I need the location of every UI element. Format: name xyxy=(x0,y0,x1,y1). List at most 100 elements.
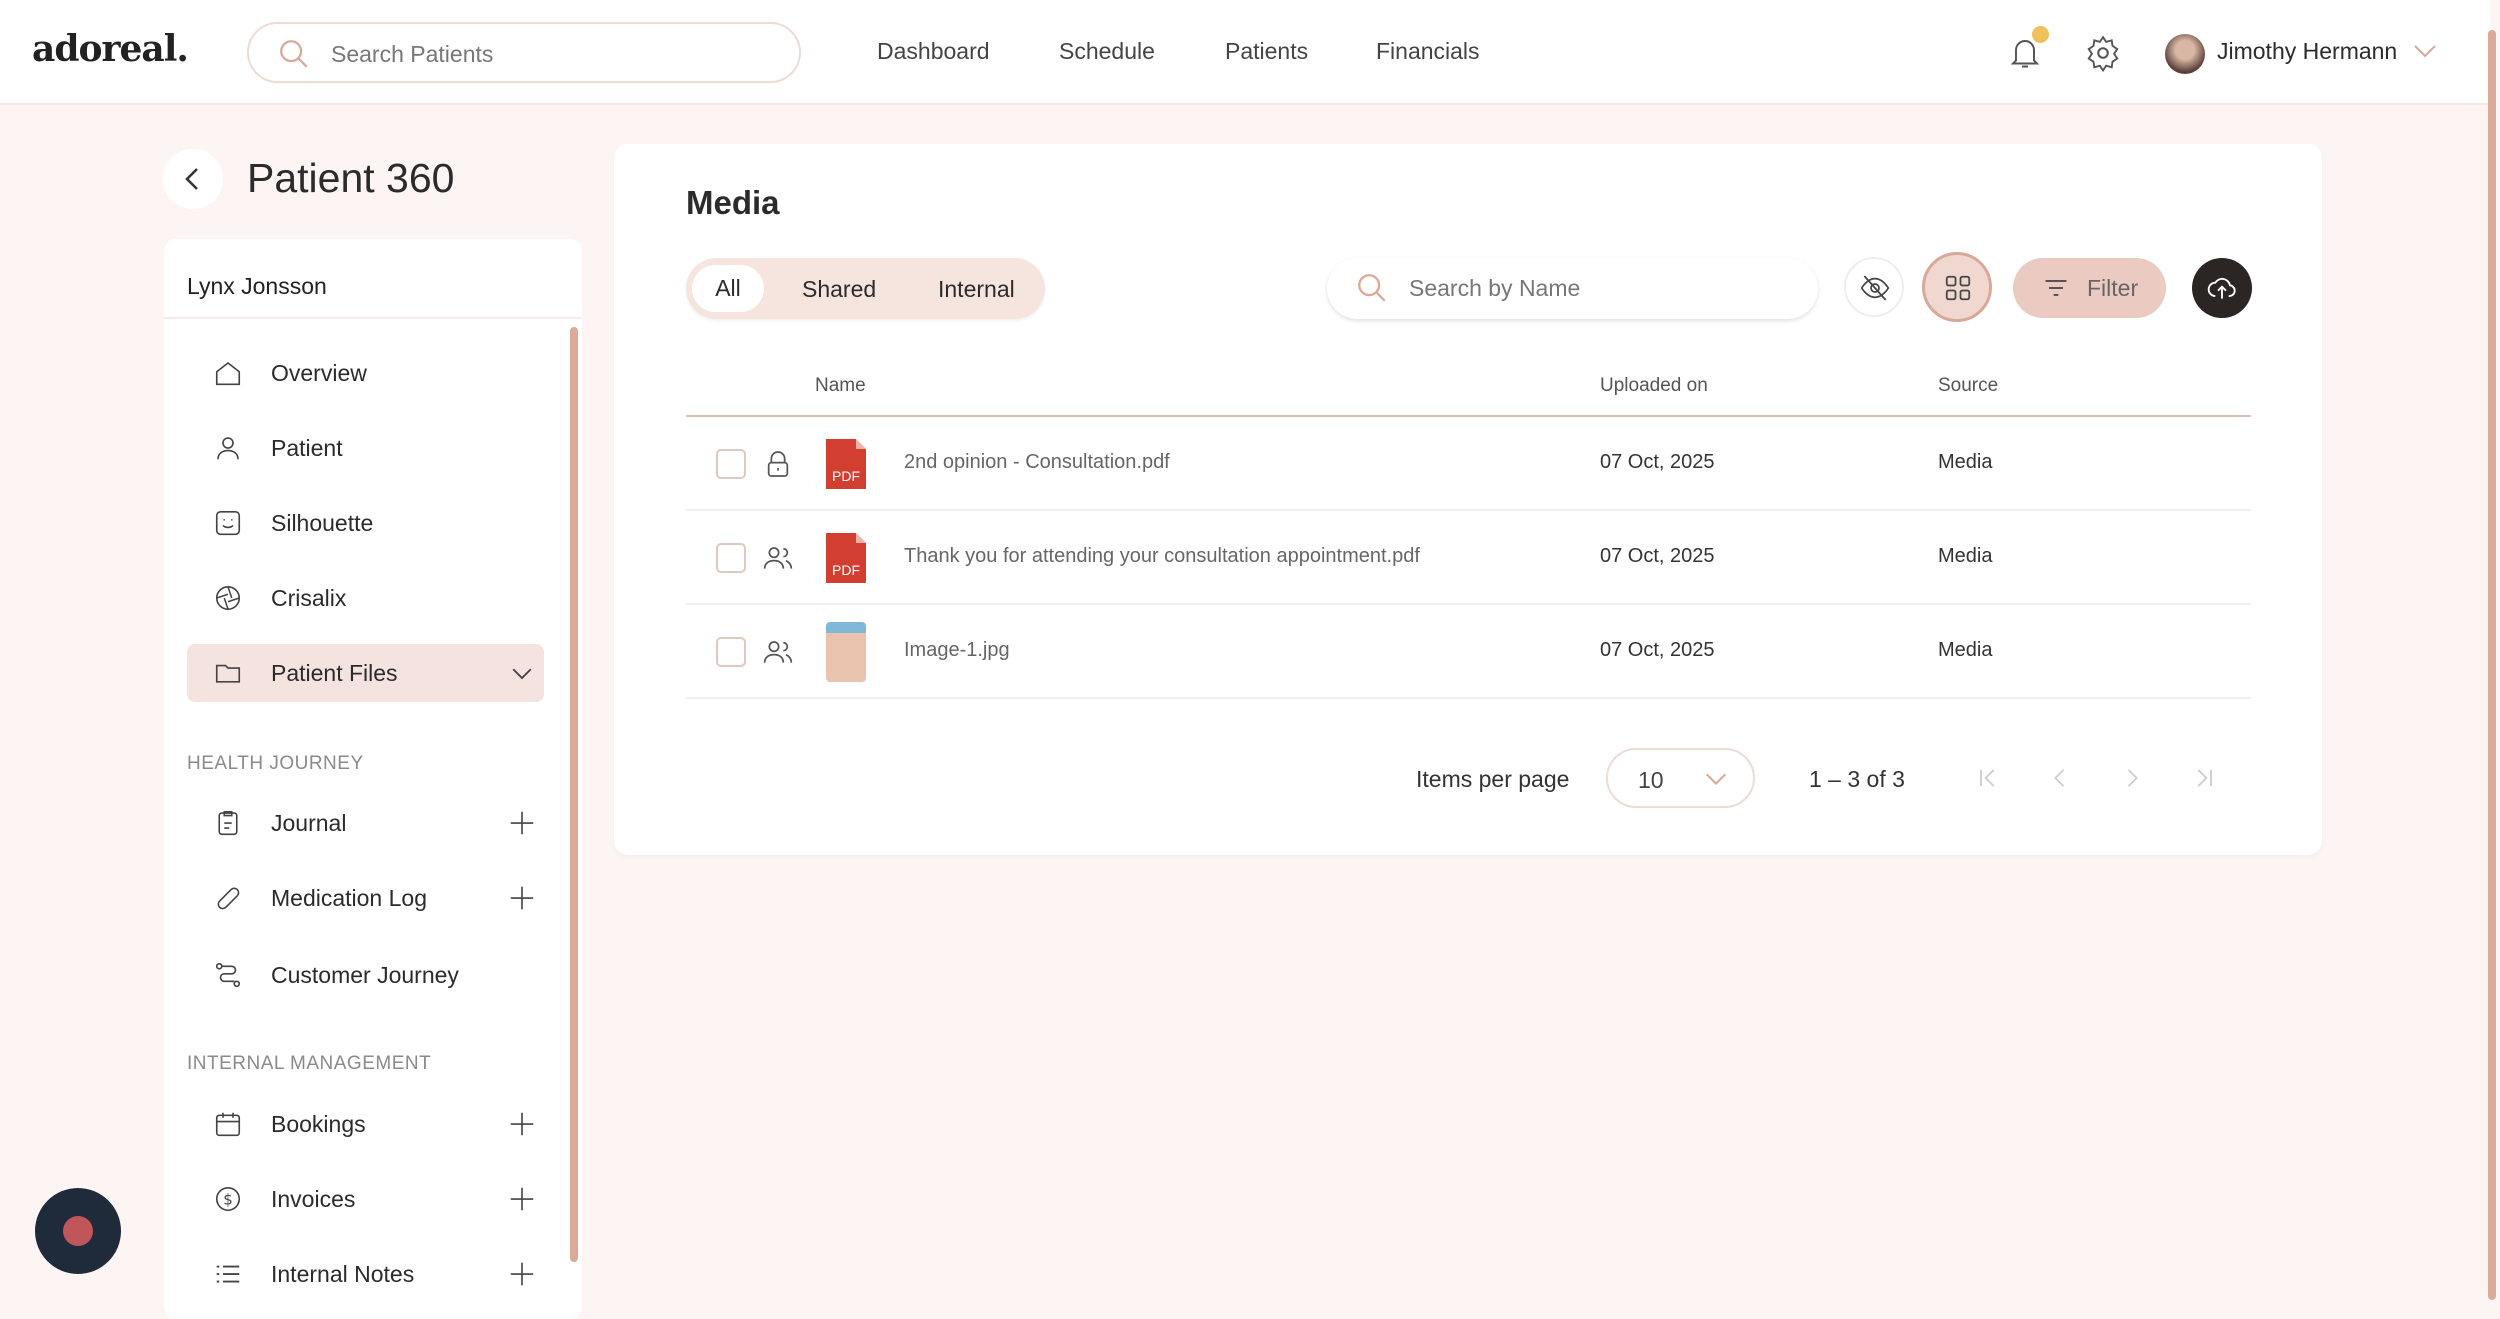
user-name[interactable]: Jimothy Hermann xyxy=(2217,38,2398,64)
back-button[interactable] xyxy=(163,149,223,209)
media-title: Media xyxy=(686,184,780,221)
pagination-range: 1 – 3 of 3 xyxy=(1809,766,1905,792)
row-checkbox[interactable] xyxy=(716,543,746,573)
plus-icon[interactable] xyxy=(507,1259,537,1289)
section-internal-management: INTERNAL MANAGEMENT xyxy=(187,1053,432,1074)
sidebar-item-label: Invoices xyxy=(271,1185,356,1212)
file-name[interactable]: 2nd opinion - Consultation.pdf xyxy=(904,451,1170,473)
tab-all[interactable]: All xyxy=(692,265,764,312)
column-name[interactable]: Name xyxy=(815,375,866,396)
tab-shared[interactable]: Shared xyxy=(802,276,877,302)
plus-icon[interactable] xyxy=(507,1109,537,1139)
cloud-upload-icon xyxy=(2207,277,2236,299)
sidebar-item-label: Medication Log xyxy=(271,884,427,911)
last-page-icon[interactable] xyxy=(2190,764,2218,792)
page-scrollbar[interactable] xyxy=(2488,30,2496,1300)
chat-button[interactable] xyxy=(35,1188,121,1274)
sidebar-item-invoices[interactable]: $ Invoices xyxy=(187,1170,544,1228)
filter-icon xyxy=(2045,280,2067,296)
filter-button[interactable]: Filter xyxy=(2013,258,2166,318)
patient-name: Lynx Jonsson xyxy=(187,273,327,299)
page-title: Patient 360 xyxy=(247,155,455,201)
sidebar-item-bookings[interactable]: Bookings xyxy=(187,1095,544,1153)
calendar-icon xyxy=(215,1112,241,1137)
items-per-page-select[interactable]: 10 xyxy=(1606,748,1755,808)
row-checkbox[interactable] xyxy=(716,449,746,479)
svg-text:PDF: PDF xyxy=(832,562,860,578)
file-source: Media xyxy=(1938,451,1993,473)
lock-icon xyxy=(767,451,789,477)
clipboard-icon xyxy=(218,810,238,836)
avatar[interactable] xyxy=(2165,34,2205,74)
sidebar-item-label: Bookings xyxy=(271,1110,366,1137)
chevron-down-icon[interactable] xyxy=(2412,42,2438,60)
sidebar-item-medication-log[interactable]: Medication Log xyxy=(187,869,544,927)
table-row[interactable]: Image-1.jpg 07 Oct, 2025 Media xyxy=(686,605,2251,699)
uploaded-date: 07 Oct, 2025 xyxy=(1600,451,1715,473)
bell-icon[interactable] xyxy=(2007,34,2043,72)
search-icon xyxy=(280,40,308,68)
chevron-down-icon[interactable] xyxy=(507,658,537,688)
sidebar-item-internal-notes[interactable]: Internal Notes xyxy=(187,1245,544,1303)
upload-button[interactable] xyxy=(2192,258,2252,318)
media-tabs: All Shared Internal xyxy=(686,258,1045,319)
sidebar-item-label: Patient xyxy=(271,434,343,461)
svg-text:PDF: PDF xyxy=(832,468,860,484)
search-placeholder: Search by Name xyxy=(1409,275,1581,301)
image-thumbnail[interactable] xyxy=(826,622,866,682)
first-page-icon[interactable] xyxy=(1974,764,2002,792)
sidebar-item-label: Journal xyxy=(271,809,347,836)
sidebar-item-customer-journey[interactable]: Customer Journey xyxy=(187,946,544,1004)
sidebar-item-journal[interactable]: Journal xyxy=(187,794,544,852)
file-name[interactable]: Thank you for attending your consultatio… xyxy=(904,545,1420,567)
logo[interactable]: adoreal. xyxy=(32,28,189,70)
nav-dashboard[interactable]: Dashboard xyxy=(877,38,990,64)
items-per-page-value: 10 xyxy=(1638,767,1664,793)
items-per-page-label: Items per page xyxy=(1416,766,1570,792)
column-uploaded-on[interactable]: Uploaded on xyxy=(1600,375,1708,396)
next-page-icon[interactable] xyxy=(2118,764,2146,792)
gear-icon[interactable] xyxy=(2084,34,2122,72)
nav-financials[interactable]: Financials xyxy=(1376,38,1480,64)
file-name[interactable]: Image-1.jpg xyxy=(904,639,1010,661)
sidebar-item-overview[interactable]: Overview xyxy=(187,344,544,402)
sidebar-item-silhouette[interactable]: Silhouette xyxy=(187,494,544,552)
media-search-input[interactable]: Search by Name xyxy=(1327,258,1818,319)
top-header: adoreal. Search Patients Dashboard Sched… xyxy=(0,0,2490,105)
table-row[interactable]: PDF Thank you for attending your consulta… xyxy=(686,511,2251,605)
toggle-visibility-button[interactable] xyxy=(1844,257,1904,317)
users-icon xyxy=(763,641,793,663)
sidebar-item-patient-files[interactable]: Patient Files xyxy=(187,644,544,702)
tab-internal[interactable]: Internal xyxy=(938,276,1015,302)
sidebar-item-label: Silhouette xyxy=(271,509,374,536)
sidebar-item-patient[interactable]: Patient xyxy=(187,419,544,477)
sidebar-item-label: Crisalix xyxy=(271,584,347,611)
sidebar-item-label: Customer Journey xyxy=(271,961,459,988)
pdf-file-icon: PDF xyxy=(826,439,866,489)
row-checkbox[interactable] xyxy=(716,637,746,667)
notification-dot xyxy=(2032,26,2049,43)
patient-search-input[interactable]: Search Patients xyxy=(247,22,801,83)
grid-view-button[interactable] xyxy=(1922,252,1992,322)
sidebar-item-crisalix[interactable]: Crisalix xyxy=(187,569,544,627)
pdf-file-icon: PDF xyxy=(826,533,866,583)
sidebar-item-label: Overview xyxy=(271,359,367,386)
dollar-icon: $ xyxy=(215,1186,241,1212)
nav-patients[interactable]: Patients xyxy=(1225,38,1309,64)
file-source: Media xyxy=(1938,639,1993,661)
plus-icon[interactable] xyxy=(507,1184,537,1214)
chevron-down-icon xyxy=(1706,773,1726,786)
face-icon xyxy=(215,510,241,536)
media-card: Media All Shared Internal Search by Name… xyxy=(614,144,2322,855)
previous-page-icon[interactable] xyxy=(2046,764,2074,792)
nav-schedule[interactable]: Schedule xyxy=(1059,38,1155,64)
table-row[interactable]: PDF 2nd opinion - Consultation.pdf 07 Oct,… xyxy=(686,417,2251,511)
sidebar-scrollbar[interactable] xyxy=(570,327,578,1262)
plus-icon[interactable] xyxy=(507,883,537,913)
pill-icon xyxy=(217,887,240,910)
aperture-icon xyxy=(215,585,241,611)
filter-label: Filter xyxy=(2087,275,2139,301)
plus-icon[interactable] xyxy=(507,808,537,838)
column-source[interactable]: Source xyxy=(1938,375,1999,396)
patient-sidebar: Lynx Jonsson Overview Patient Silhouette… xyxy=(164,239,582,1319)
